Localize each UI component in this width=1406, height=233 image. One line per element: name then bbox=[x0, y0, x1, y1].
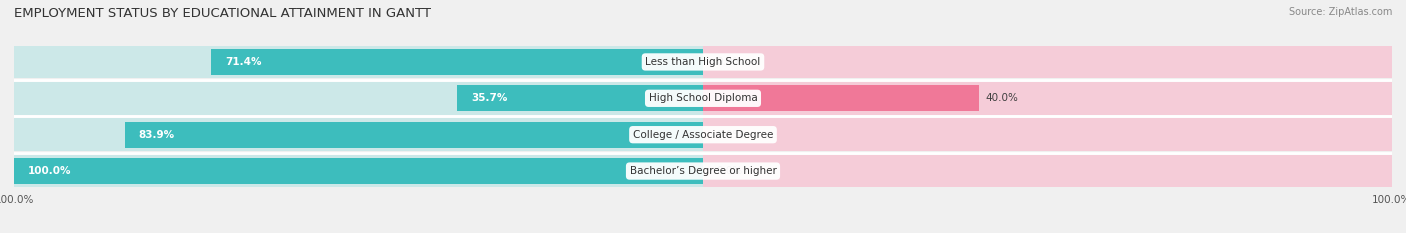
Text: 71.4%: 71.4% bbox=[225, 57, 262, 67]
Bar bbox=[14, 82, 703, 115]
Bar bbox=[14, 46, 703, 78]
Bar bbox=[703, 155, 1392, 187]
Text: Source: ZipAtlas.com: Source: ZipAtlas.com bbox=[1288, 7, 1392, 17]
Text: 83.9%: 83.9% bbox=[139, 130, 174, 140]
Text: Less than High School: Less than High School bbox=[645, 57, 761, 67]
Bar bbox=[211, 49, 703, 75]
Text: 40.0%: 40.0% bbox=[986, 93, 1018, 103]
Bar bbox=[457, 85, 703, 111]
Text: 0.0%: 0.0% bbox=[717, 166, 742, 176]
Text: 0.0%: 0.0% bbox=[717, 130, 742, 140]
Bar bbox=[14, 118, 703, 151]
Text: EMPLOYMENT STATUS BY EDUCATIONAL ATTAINMENT IN GANTT: EMPLOYMENT STATUS BY EDUCATIONAL ATTAINM… bbox=[14, 7, 432, 20]
Text: 100.0%: 100.0% bbox=[28, 166, 72, 176]
Bar bbox=[703, 85, 979, 111]
Bar bbox=[125, 122, 703, 148]
Text: College / Associate Degree: College / Associate Degree bbox=[633, 130, 773, 140]
Bar bbox=[14, 158, 703, 184]
Bar bbox=[703, 46, 1392, 78]
Bar bbox=[14, 155, 703, 187]
Bar bbox=[703, 82, 1392, 115]
Bar bbox=[703, 118, 1392, 151]
Text: 35.7%: 35.7% bbox=[471, 93, 508, 103]
Text: High School Diploma: High School Diploma bbox=[648, 93, 758, 103]
Text: Bachelor’s Degree or higher: Bachelor’s Degree or higher bbox=[630, 166, 776, 176]
Text: 0.0%: 0.0% bbox=[717, 57, 742, 67]
